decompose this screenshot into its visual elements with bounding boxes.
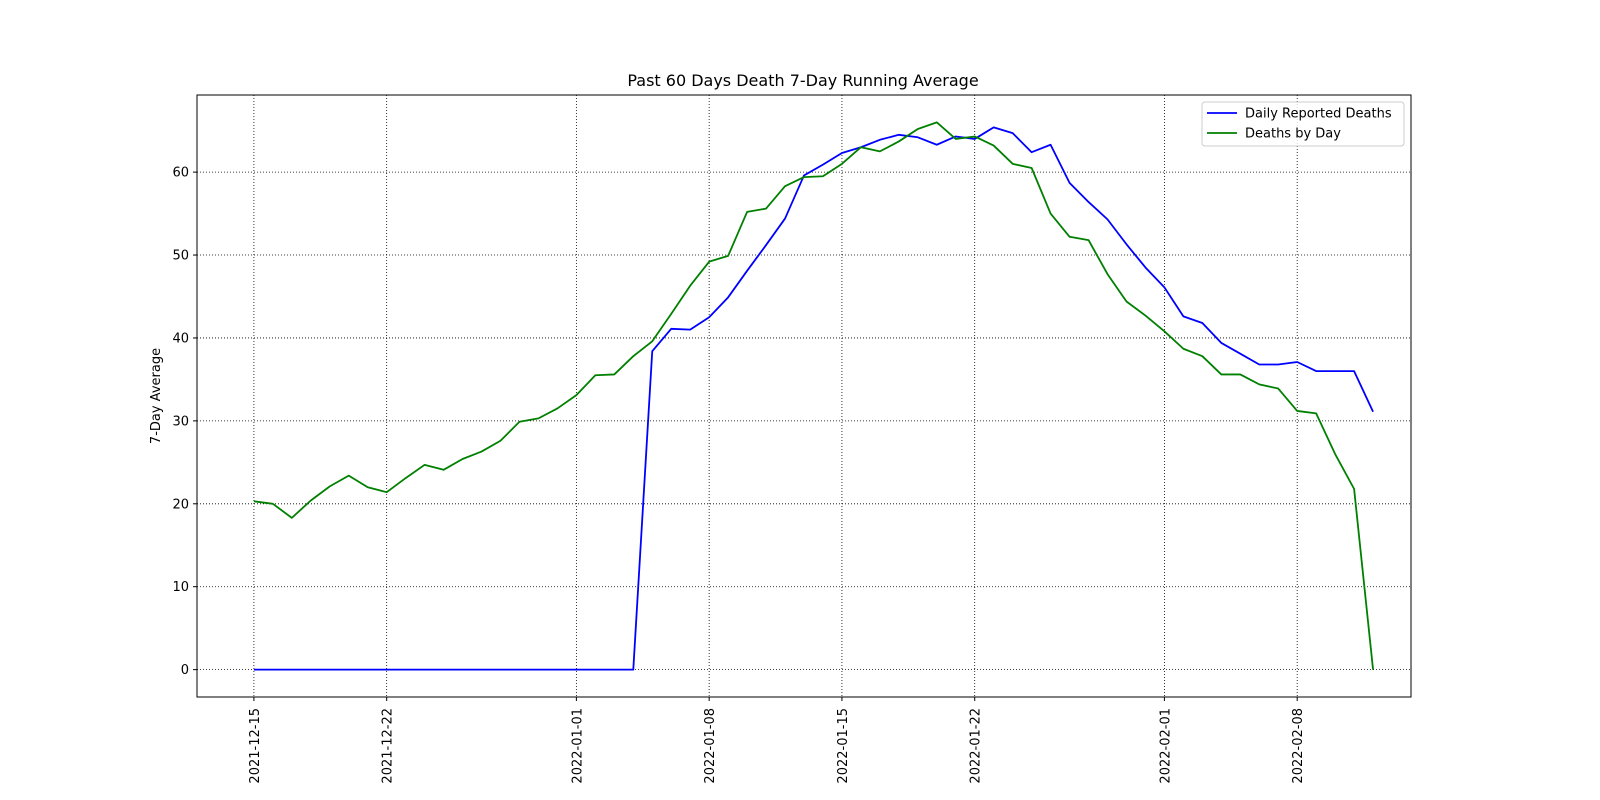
y-tick-label: 30 (172, 414, 189, 429)
series-line-2 (253, 121, 1374, 670)
legend-label: Daily Reported Deaths (1245, 107, 1392, 122)
x-tick-label: 2022-02-08 (1291, 708, 1306, 784)
x-tick-label: 2022-01-01 (570, 708, 585, 784)
x-tick-label: 2021-12-15 (248, 708, 263, 784)
grid-layer (197, 95, 1411, 697)
y-tick-label: 60 (172, 166, 189, 181)
legend-label: Deaths by Day (1245, 127, 1341, 142)
series-layer (253, 121, 1374, 671)
y-tick-label: 20 (172, 497, 189, 512)
series-line-1 (253, 126, 1374, 671)
x-tick-label: 2021-12-22 (381, 708, 396, 784)
legend-box (1201, 101, 1405, 147)
legend: Daily Reported Deaths Deaths by Day (1201, 101, 1405, 147)
y-tick-label: 40 (172, 331, 189, 346)
y-tick-label: 50 (172, 249, 189, 264)
x-tick-label: 2022-01-15 (836, 708, 851, 784)
tick-layer: 0 10 20 30 40 50 60 2021-12-15 2021-12-22 2022-01… (172, 166, 1306, 784)
x-tick-label: 2022-02-01 (1158, 708, 1173, 784)
y-tick-label: 0 (181, 663, 189, 678)
x-tick-label: 2022-01-22 (969, 708, 984, 784)
plot-frame (196, 94, 1412, 698)
y-axis-label: 7-Day Average (149, 348, 164, 444)
chart-title: Past 60 Days Death 7-Day Running Average (627, 71, 978, 90)
x-tick-label: 2022-01-08 (703, 708, 718, 784)
y-tick-label: 10 (172, 580, 189, 595)
